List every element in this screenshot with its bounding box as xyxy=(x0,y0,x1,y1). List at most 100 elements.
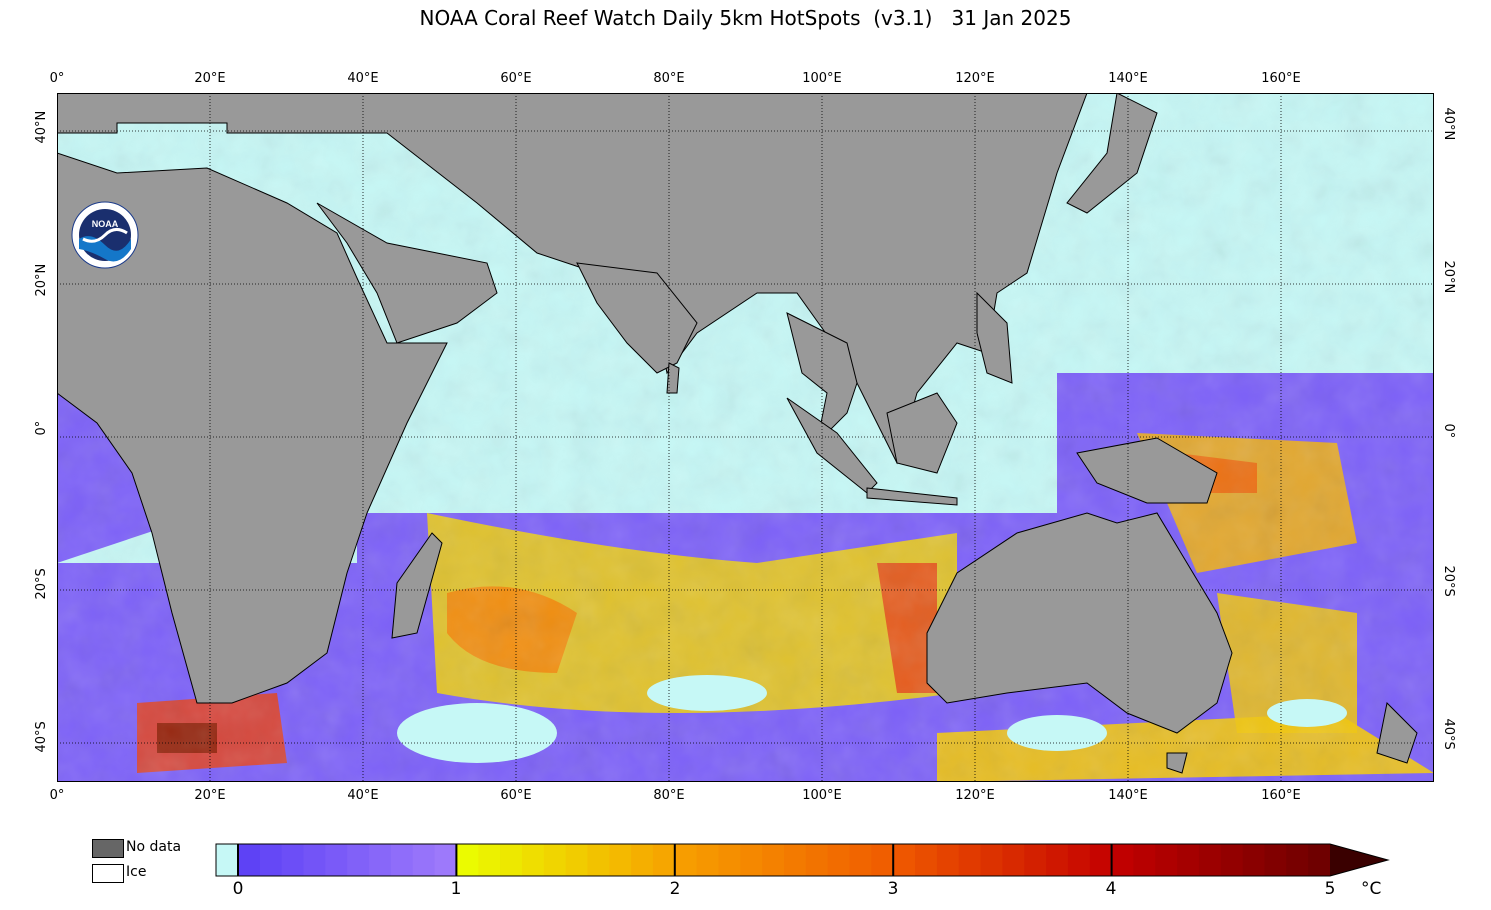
colorbar-cell xyxy=(1002,844,1025,876)
lon-tick-top: 40°E xyxy=(347,71,379,86)
india-land xyxy=(576,262,698,374)
colorbar-cell xyxy=(521,844,545,876)
colorbar-cell xyxy=(1286,844,1309,876)
arabia-land xyxy=(316,202,498,344)
lon-tick-bottom: 140°E xyxy=(1108,788,1148,803)
colorbar-tick: 5 xyxy=(1324,879,1336,899)
colorbar-cell xyxy=(958,844,982,876)
java-land xyxy=(866,487,958,506)
colorbar-cell xyxy=(674,844,698,876)
colorbar-cell xyxy=(565,844,589,876)
colorbar-cell xyxy=(500,844,523,876)
colorbar-cell xyxy=(390,844,414,876)
colorbar-cell xyxy=(718,844,741,876)
colorbar-cell xyxy=(740,844,763,876)
colorbar-cell xyxy=(1111,844,1135,876)
colorbar-cell xyxy=(1133,844,1156,876)
colorbar-cell xyxy=(871,844,894,876)
colorbar-cell xyxy=(1089,844,1113,876)
colorbar-cell xyxy=(631,844,654,876)
colorbar-cell xyxy=(281,844,305,876)
japan-land xyxy=(1066,93,1158,214)
lon-tick-bottom: 80°E xyxy=(653,788,685,803)
lat-tick-right: 20°N xyxy=(1441,260,1456,294)
newzealand-land xyxy=(1376,701,1418,764)
colorbar-cell xyxy=(1198,844,1222,876)
graticule xyxy=(57,93,1434,782)
map-frame xyxy=(57,93,1434,782)
colorbar-cell xyxy=(936,844,960,876)
colorbar-cell xyxy=(434,844,457,876)
colorbar-tick: 0 xyxy=(232,879,244,899)
lon-tick-bottom: 20°E xyxy=(194,788,226,803)
colorbar-cell xyxy=(412,844,436,876)
hotspot-map xyxy=(57,93,1434,782)
colorbar-cell xyxy=(1264,844,1287,876)
lon-tick-top: 120°E xyxy=(955,71,995,86)
zero-patches xyxy=(397,675,1347,763)
colorbar-cell xyxy=(347,844,370,876)
lon-tick-bottom: 120°E xyxy=(955,788,995,803)
lat-tick-left: 0° xyxy=(34,420,49,436)
logo-text: NOAA xyxy=(92,219,119,229)
colorbar-cell xyxy=(543,844,567,876)
lat-tick-left: 20°N xyxy=(34,263,49,297)
colorbar-cell xyxy=(1046,844,1069,876)
colorbar-cell xyxy=(609,844,632,876)
australia-land xyxy=(926,512,1233,734)
map-title: NOAA Coral Reef Watch Daily 5km HotSpots… xyxy=(419,6,1072,30)
colorbar-cell xyxy=(652,844,676,876)
colorbar-cell xyxy=(478,844,501,876)
lat-tick-left: 40°S xyxy=(34,721,49,753)
colorbar-tick: 3 xyxy=(887,879,899,899)
lon-tick-top: 20°E xyxy=(194,71,226,86)
borneo-land xyxy=(886,392,958,474)
sumatra-land xyxy=(786,397,878,494)
lon-tick-top: 60°E xyxy=(500,71,532,86)
lon-tick-top: 100°E xyxy=(802,71,842,86)
colorbar-cell xyxy=(893,844,916,876)
colorbar-cell xyxy=(805,844,829,876)
newguinea-land xyxy=(1076,437,1218,504)
madagascar-land xyxy=(391,532,443,639)
lon-tick-bottom: 60°E xyxy=(500,788,532,803)
colorbar-cell xyxy=(696,844,720,876)
srilanka-land xyxy=(666,362,680,394)
no-data-swatch xyxy=(92,839,124,858)
colorbar-cell xyxy=(1024,844,1047,876)
colorbar-cell xyxy=(1242,844,1266,876)
philippines-land xyxy=(976,291,1013,384)
lat-tick-left: 40°N xyxy=(34,110,49,144)
colorbar-tick: 4 xyxy=(1105,879,1117,899)
colorbar-cell xyxy=(762,844,785,876)
colorbar-cell xyxy=(1155,844,1178,876)
colorbar-extend-arrow xyxy=(1330,844,1388,876)
lat-tick-left: 20°S xyxy=(34,568,49,600)
colorbar-cell xyxy=(456,844,479,876)
colorbar-cell xyxy=(784,844,807,876)
lon-tick-top: 0° xyxy=(49,71,65,86)
colorbar-cell xyxy=(303,844,326,876)
colorbar-tick: 2 xyxy=(669,879,681,899)
ice-label: Ice xyxy=(126,864,147,880)
ice-swatch xyxy=(92,864,124,883)
colorbar-cell xyxy=(915,844,938,876)
lat-tick-right: 20°S xyxy=(1441,565,1456,597)
lon-tick-bottom: 40°E xyxy=(347,788,379,803)
colorbar-cell xyxy=(1220,844,1244,876)
colorbar-cell xyxy=(827,844,851,876)
colorbar-unit: °C xyxy=(1361,879,1382,899)
colorbar-zero-cell xyxy=(216,844,238,876)
colorbar-cell xyxy=(980,844,1003,876)
colorbar-cell xyxy=(587,844,610,876)
lon-tick-top: 140°E xyxy=(1108,71,1148,86)
colorbar xyxy=(215,843,1390,877)
tasmania-land xyxy=(1166,752,1188,774)
lon-tick-bottom: 100°E xyxy=(802,788,842,803)
colorbar-cell xyxy=(238,844,261,876)
colorbar-cell xyxy=(325,844,348,876)
lon-tick-top: 80°E xyxy=(653,71,685,86)
africa-land xyxy=(57,152,448,704)
colorbar-cell xyxy=(1308,844,1331,876)
colorbar-tick: 1 xyxy=(450,879,462,899)
